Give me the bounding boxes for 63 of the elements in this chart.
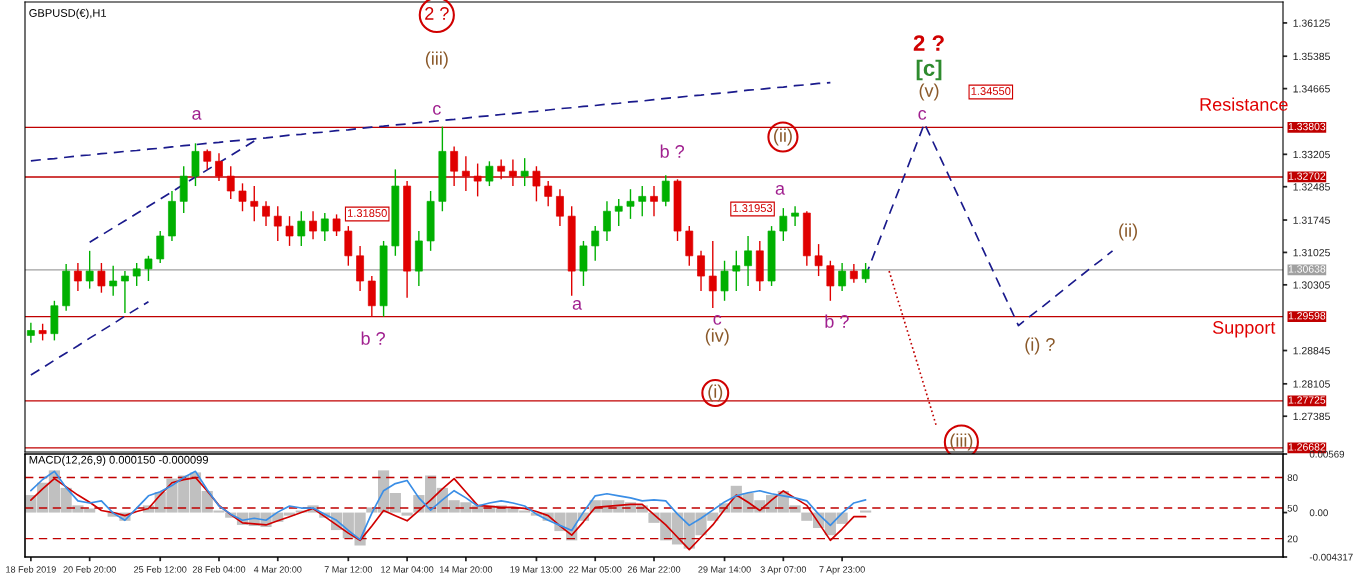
annotation: (v) xyxy=(919,83,939,101)
x-tick-label: 26 Mar 22:00 xyxy=(627,566,681,573)
annotation: (ii) xyxy=(774,128,792,146)
x-tick-label: 14 Mar 20:00 xyxy=(439,566,493,573)
ref-line-label: 1.26682 xyxy=(1288,443,1326,451)
y-tick-label: 1.33205 xyxy=(1293,150,1330,159)
annotation: c xyxy=(433,104,441,115)
annotation: (iii) xyxy=(425,51,448,69)
text: GBPUSD(€),H1 xyxy=(29,8,107,20)
x-tick-label: 7 Apr 23:00 xyxy=(819,566,865,575)
annotation: (ii) xyxy=(1119,223,1137,241)
ref-line-label: 1.30638 xyxy=(1288,265,1326,273)
y-tick-label: 1.31745 xyxy=(1293,216,1330,224)
x-tick-label: 18 Feb 2019 xyxy=(6,566,56,573)
x-tick-label: 29 Mar 14:00 xyxy=(698,566,751,573)
y-tick-label: 1.35385 xyxy=(1293,52,1330,61)
annotation: (i) xyxy=(708,384,723,402)
annotation: b ? xyxy=(825,314,849,328)
x-tick-label: 7 Mar 12:00 xyxy=(324,566,373,573)
annotation: [c] xyxy=(916,59,942,81)
annotation: b ? xyxy=(660,144,685,158)
x-tick-label: 4 Mar 20:00 xyxy=(253,566,302,573)
annotation: 1.31850 xyxy=(347,209,387,217)
annotation: 1.34550 xyxy=(971,87,1011,95)
chart-title: MACD(12,26,9) 0.000150 -0.000099 xyxy=(29,455,208,466)
y-tick-label: 1.36125 xyxy=(1293,19,1330,27)
y-tick-label: 1.30305 xyxy=(1293,281,1330,289)
x-tick-label: 20 Feb 20:00 xyxy=(63,566,116,573)
annotation: (iii) xyxy=(950,433,973,451)
y2-tick-label: 50 xyxy=(1287,504,1298,512)
annotation: a xyxy=(775,184,786,195)
annotation: (i) ? xyxy=(1025,337,1055,355)
ref-line-label: 1.32702 xyxy=(1288,172,1326,180)
y-tick-label: 1.27385 xyxy=(1293,412,1330,421)
y-tick-label: 0.00 xyxy=(1309,509,1328,517)
x-tick-label: 22 Mar 05:00 xyxy=(569,566,622,573)
x-tick-label: 3 Apr 07:00 xyxy=(760,566,807,575)
annotation: 2 ? xyxy=(913,35,944,51)
annotation: 1.31953 xyxy=(733,204,773,212)
y-tick-label: 1.28845 xyxy=(1293,347,1330,355)
ref-line-label: 1.27725 xyxy=(1288,396,1326,404)
x-tick-label: 19 Mar 13:00 xyxy=(510,566,563,573)
annotation: c xyxy=(918,109,927,120)
annotation: c xyxy=(713,314,722,325)
annotation: b ? xyxy=(361,331,385,345)
ref-line-label: 1.33803 xyxy=(1288,122,1326,131)
y2-tick-label: 80 xyxy=(1287,474,1298,482)
x-tick-label: 25 Feb 12:00 xyxy=(134,566,187,573)
y-tick-label: 0.00569 xyxy=(1309,450,1345,458)
x-tick-label: 12 Mar 04:00 xyxy=(381,566,434,573)
y-tick-label: 1.28105 xyxy=(1293,380,1330,388)
y-tick-label: -0.004317 xyxy=(1309,553,1353,561)
y-tick-label: 1.34665 xyxy=(1293,85,1330,93)
y-tick-label: 1.32485 xyxy=(1293,183,1330,191)
y-tick-label: 1.31025 xyxy=(1293,248,1330,257)
annotation: (iv) xyxy=(705,328,729,346)
annotation: 2 ? xyxy=(425,7,449,20)
y2-tick-label: 20 xyxy=(1287,535,1298,543)
annotation: Support xyxy=(1212,321,1276,338)
x-tick-label: 28 Feb 04:00 xyxy=(192,566,246,573)
annotation: a xyxy=(572,299,583,310)
annotation: a xyxy=(192,109,202,120)
ref-line-label: 1.29598 xyxy=(1288,312,1326,320)
